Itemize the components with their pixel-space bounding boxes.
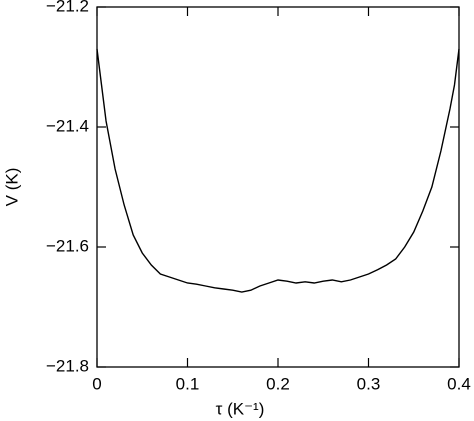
plot-frame bbox=[96, 6, 460, 368]
y-tick-label: −21.6 bbox=[46, 236, 89, 255]
x-tick-label: 0.2 bbox=[266, 374, 290, 393]
data-line bbox=[96, 48, 460, 293]
x-tick-label: 0.1 bbox=[176, 374, 200, 393]
y-axis-title: V (K) bbox=[2, 168, 21, 207]
x-tick-label: 0.4 bbox=[447, 374, 471, 393]
y-tick-label: −21.4 bbox=[46, 116, 89, 135]
x-axis-title: τ (K⁻¹) bbox=[216, 399, 265, 418]
x-tick-label: 0 bbox=[92, 374, 101, 393]
y-tick-label: −21.2 bbox=[46, 0, 89, 15]
y-tick-label: −21.8 bbox=[46, 356, 89, 375]
x-tick-label: 0.3 bbox=[357, 374, 381, 393]
